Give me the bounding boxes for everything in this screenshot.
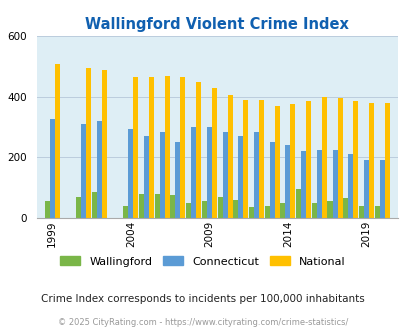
Bar [149, 77, 153, 218]
Bar [164, 76, 169, 218]
Bar [363, 160, 368, 218]
Bar [159, 132, 164, 218]
Bar [222, 132, 227, 218]
Bar [180, 77, 185, 218]
Bar [254, 132, 258, 218]
Bar [321, 97, 326, 218]
Bar [337, 98, 342, 218]
Bar [97, 121, 102, 218]
Bar [238, 136, 243, 218]
Bar [347, 154, 352, 218]
Bar [92, 192, 97, 218]
Bar [86, 68, 91, 218]
Bar [201, 201, 206, 218]
Bar [55, 63, 60, 218]
Bar [170, 195, 175, 218]
Bar [123, 206, 128, 218]
Bar [358, 206, 363, 218]
Bar [258, 100, 263, 218]
Bar [290, 104, 295, 218]
Bar [301, 151, 305, 218]
Bar [274, 106, 279, 218]
Bar [342, 198, 347, 218]
Bar [280, 203, 285, 218]
Bar [227, 95, 232, 218]
Bar [232, 200, 238, 218]
Bar [248, 207, 254, 218]
Bar [133, 77, 138, 218]
Bar [305, 101, 310, 218]
Bar [327, 201, 332, 218]
Title: Wallingford Violent Crime Index: Wallingford Violent Crime Index [85, 17, 348, 32]
Legend: Wallingford, Connecticut, National: Wallingford, Connecticut, National [57, 253, 348, 270]
Bar [379, 160, 384, 218]
Bar [175, 142, 180, 218]
Bar [316, 150, 321, 218]
Bar [264, 206, 269, 218]
Bar [76, 197, 81, 218]
Bar [368, 103, 373, 218]
Bar [332, 150, 337, 218]
Bar [154, 194, 159, 218]
Bar [352, 101, 357, 218]
Bar [144, 136, 149, 218]
Bar [243, 100, 248, 218]
Bar [311, 203, 316, 218]
Bar [217, 197, 222, 218]
Text: Crime Index corresponds to incidents per 100,000 inhabitants: Crime Index corresponds to incidents per… [41, 294, 364, 304]
Bar [81, 124, 86, 218]
Bar [50, 119, 55, 218]
Bar [102, 70, 107, 218]
Bar [206, 127, 211, 218]
Bar [139, 194, 144, 218]
Bar [196, 82, 201, 218]
Bar [295, 189, 301, 218]
Bar [185, 203, 191, 218]
Bar [285, 145, 290, 218]
Bar [191, 127, 196, 218]
Bar [384, 103, 389, 218]
Bar [128, 129, 133, 218]
Bar [374, 206, 379, 218]
Text: © 2025 CityRating.com - https://www.cityrating.com/crime-statistics/: © 2025 CityRating.com - https://www.city… [58, 318, 347, 327]
Bar [45, 201, 50, 218]
Bar [269, 142, 274, 218]
Bar [211, 88, 216, 218]
